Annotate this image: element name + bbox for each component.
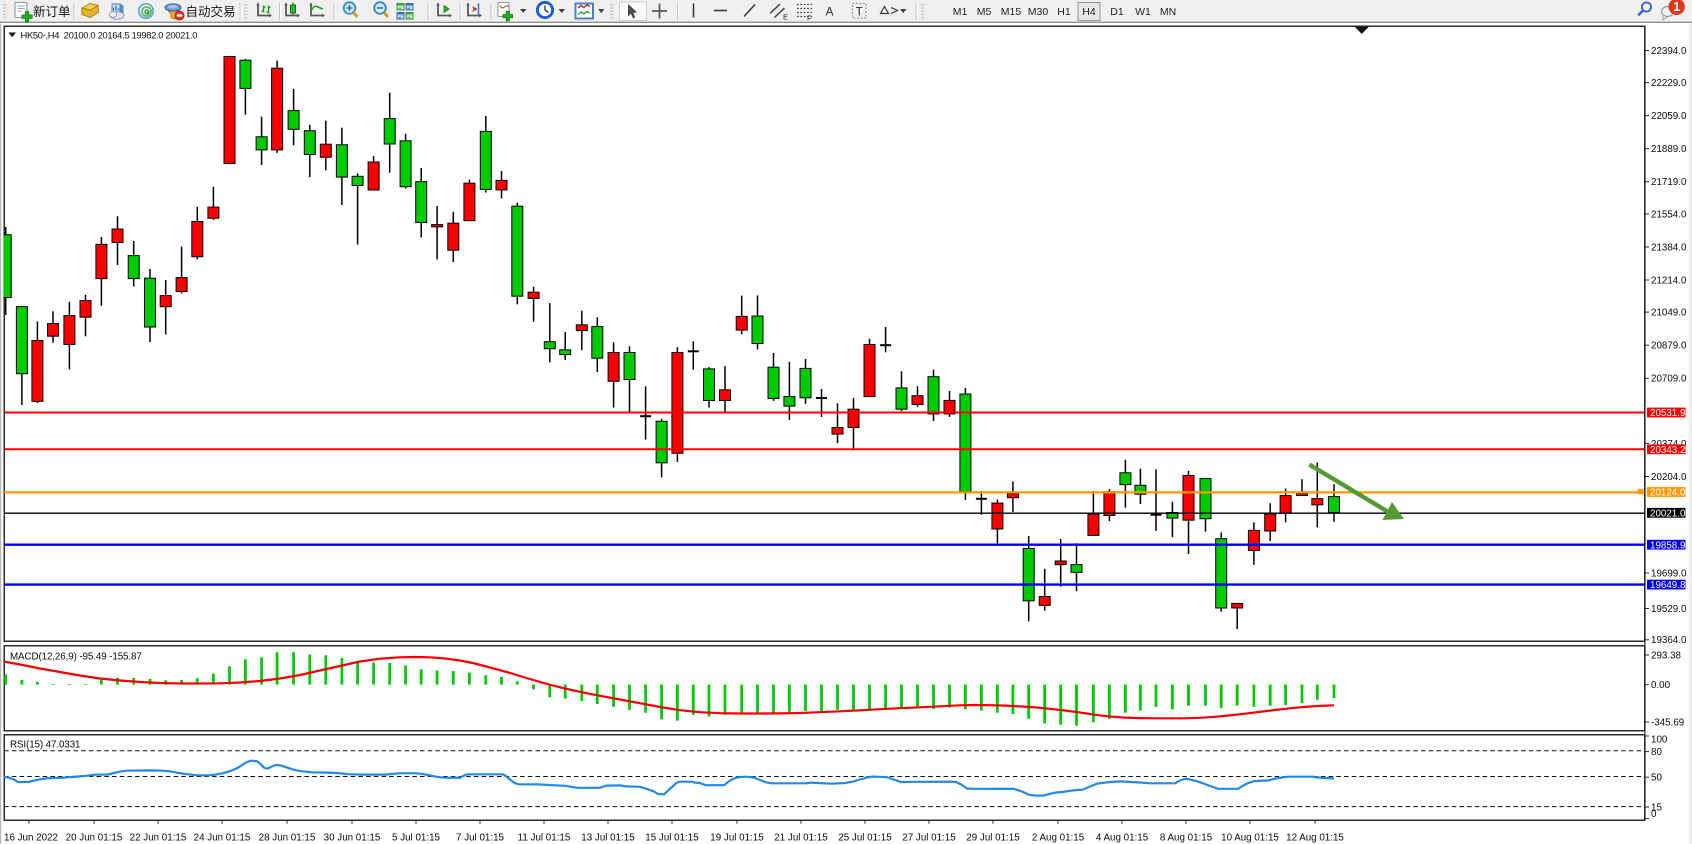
svg-text:24 Jun 01:15: 24 Jun 01:15 [194, 833, 251, 844]
svg-text:22059.0: 22059.0 [1651, 111, 1687, 122]
svg-text:1: 1 [1673, 0, 1680, 14]
svg-text:20531.9: 20531.9 [1650, 408, 1685, 419]
svg-text:D1: D1 [1110, 6, 1124, 18]
svg-text:7 Jul 01:15: 7 Jul 01:15 [456, 833, 504, 844]
svg-text:20204.0: 20204.0 [1651, 472, 1687, 483]
svg-text:21554.0: 21554.0 [1651, 209, 1687, 220]
svg-text:20021.0: 20021.0 [1650, 508, 1686, 519]
svg-text:M30: M30 [1028, 6, 1049, 18]
svg-text:4 Aug 01:15: 4 Aug 01:15 [1096, 833, 1149, 844]
svg-text:29 Jul 01:15: 29 Jul 01:15 [966, 833, 1020, 844]
svg-text:22229.0: 22229.0 [1651, 78, 1687, 89]
svg-text:HK50-,H4 20100.0 20164.5 1998: HK50-,H4 20100.0 20164.5 19982.0 20021.0 [21, 30, 198, 41]
svg-text:12 Aug 01:15: 12 Aug 01:15 [1286, 833, 1344, 844]
svg-text:25 Jul 01:15: 25 Jul 01:15 [838, 833, 892, 844]
svg-text:80: 80 [1651, 747, 1662, 758]
svg-text:21049.0: 21049.0 [1651, 308, 1687, 319]
svg-text:0: 0 [1651, 809, 1657, 820]
svg-text:21384.0: 21384.0 [1651, 242, 1687, 253]
svg-text:16 Jun 2022: 16 Jun 2022 [4, 833, 58, 844]
svg-text:22394.0: 22394.0 [1651, 46, 1687, 57]
svg-text:19649.8: 19649.8 [1650, 580, 1686, 591]
svg-text:21719.0: 21719.0 [1651, 177, 1687, 188]
svg-text:2 Aug 01:15: 2 Aug 01:15 [1032, 833, 1085, 844]
svg-text:F: F [807, 14, 812, 23]
svg-text:100: 100 [1651, 734, 1668, 745]
svg-text:15: 15 [1651, 802, 1662, 813]
svg-text:A: A [826, 5, 834, 19]
svg-text:50: 50 [1651, 773, 1662, 784]
svg-text:10 Aug 01:15: 10 Aug 01:15 [1221, 833, 1279, 844]
svg-text:28 Jun 01:15: 28 Jun 01:15 [259, 833, 316, 844]
svg-text:H4: H4 [1082, 6, 1096, 18]
svg-text:M1: M1 [953, 6, 968, 18]
svg-text:自动交易: 自动交易 [186, 4, 236, 19]
svg-text:19 Jul 01:15: 19 Jul 01:15 [710, 833, 764, 844]
svg-text:H1: H1 [1057, 6, 1071, 18]
svg-text:0.00: 0.00 [1651, 680, 1671, 691]
svg-text:新订单: 新订单 [33, 4, 71, 19]
svg-text:13 Jul 01:15: 13 Jul 01:15 [581, 833, 635, 844]
svg-text:RSI(15) 47.0331: RSI(15) 47.0331 [10, 739, 80, 750]
svg-text:27 Jul 01:15: 27 Jul 01:15 [902, 833, 956, 844]
svg-text:30 Jun 01:15: 30 Jun 01:15 [324, 833, 381, 844]
svg-text:21214.0: 21214.0 [1651, 275, 1687, 286]
svg-text:T: T [856, 7, 863, 19]
svg-text:22 Jun 01:15: 22 Jun 01:15 [130, 833, 187, 844]
svg-text:E: E [783, 13, 788, 22]
svg-text:21889.0: 21889.0 [1651, 144, 1687, 155]
svg-text:MACD(12,26,9) -95.49 -155.87: MACD(12,26,9) -95.49 -155.87 [10, 652, 142, 663]
svg-text:8 Aug 01:15: 8 Aug 01:15 [1160, 833, 1213, 844]
svg-text:11 Jul 01:15: 11 Jul 01:15 [518, 833, 571, 844]
svg-text:20124.0: 20124.0 [1650, 488, 1686, 499]
svg-text:W1: W1 [1135, 6, 1151, 18]
svg-text:20879.0: 20879.0 [1651, 341, 1687, 352]
svg-text:293.38: 293.38 [1651, 650, 1682, 661]
svg-text:15 Jul 01:15: 15 Jul 01:15 [645, 833, 699, 844]
svg-text:20343.2: 20343.2 [1650, 445, 1685, 456]
svg-text:19858.9: 19858.9 [1650, 540, 1685, 551]
svg-text:20709.0: 20709.0 [1651, 374, 1687, 385]
svg-text:-345.69: -345.69 [1651, 717, 1684, 728]
svg-text:20 Jun 01:15: 20 Jun 01:15 [66, 833, 123, 844]
svg-text:5 Jul 01:15: 5 Jul 01:15 [392, 833, 440, 844]
svg-text:19529.0: 19529.0 [1651, 604, 1687, 615]
svg-text:19699.0: 19699.0 [1651, 568, 1687, 579]
svg-text:M15: M15 [1001, 6, 1022, 18]
svg-text:19364.0: 19364.0 [1651, 635, 1687, 646]
svg-text:MN: MN [1160, 6, 1176, 18]
svg-text:21 Jul 01:15: 21 Jul 01:15 [774, 833, 828, 844]
svg-text:M5: M5 [977, 6, 992, 18]
